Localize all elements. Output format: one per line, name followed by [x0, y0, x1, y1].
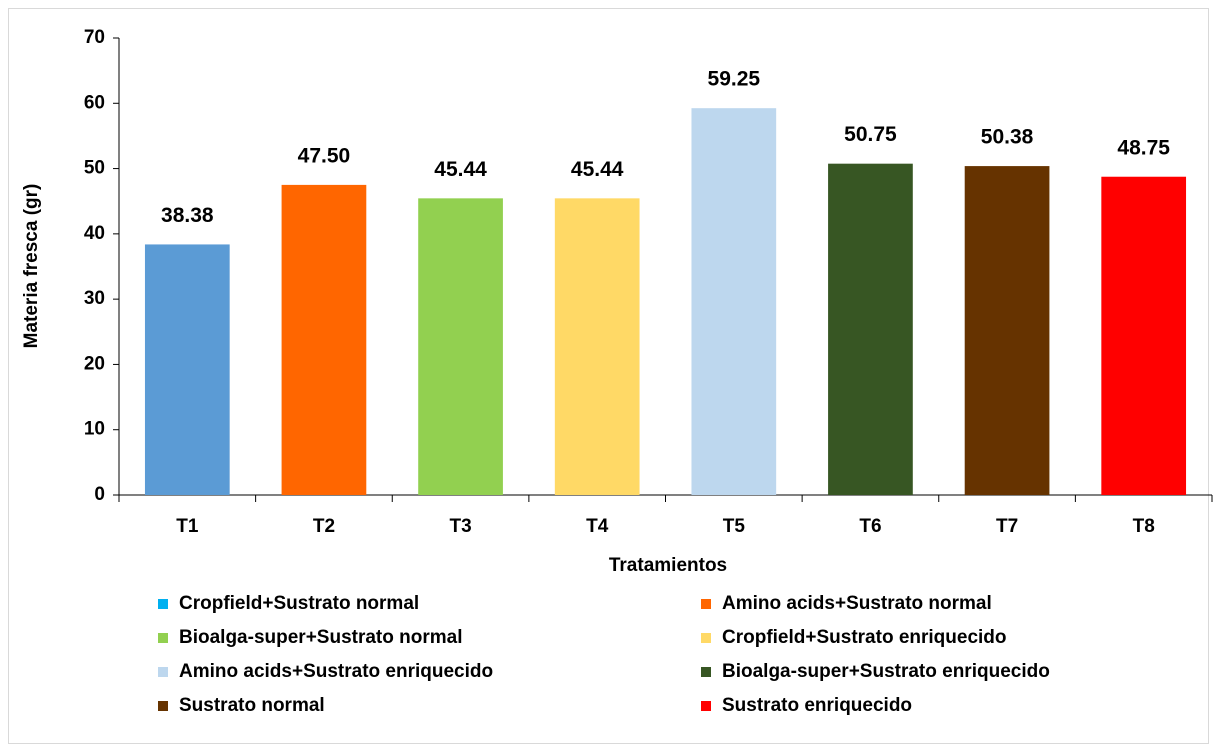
value-label: 45.44 [434, 158, 487, 181]
legend-swatch [701, 701, 711, 711]
value-label: 47.50 [298, 144, 351, 167]
legend-label: Amino acids+Sustrato enriquecido [179, 661, 493, 682]
bar [964, 166, 1050, 495]
bar [1101, 176, 1187, 495]
value-label: 45.44 [571, 158, 624, 181]
y-tick-label: 0 [94, 484, 105, 505]
y-axis-title: Materia fresca (gr) [21, 184, 42, 349]
legend-label: Cropfield+Sustrato normal [179, 593, 419, 614]
y-tick-label: 20 [84, 353, 105, 374]
bar [554, 198, 640, 495]
y-tick-label: 60 [84, 92, 105, 113]
x-tick-label: T8 [1133, 516, 1155, 537]
x-axis-title: Tratamientos [609, 555, 727, 576]
legend-label: Cropfield+Sustrato enriquecido [722, 627, 1007, 648]
bar [281, 184, 367, 495]
legend-swatch [158, 599, 168, 609]
x-tick-label: T1 [176, 516, 199, 537]
bar [418, 198, 503, 495]
bar [828, 163, 913, 496]
x-tick-label: T4 [586, 516, 609, 537]
chart-frame [8, 8, 1209, 744]
x-tick-label: T7 [996, 516, 1018, 537]
x-tick-label: T2 [313, 516, 335, 537]
legend-swatch [701, 633, 711, 643]
bar [691, 108, 777, 496]
legend-label: Bioalga-super+Sustrato enriquecido [722, 661, 1050, 682]
x-tick-label: T6 [859, 516, 881, 537]
value-label: 48.75 [1117, 136, 1170, 159]
legend-swatch [158, 701, 168, 711]
y-tick-label: 70 [84, 27, 105, 48]
legend-swatch [701, 667, 711, 677]
value-label: 50.38 [981, 126, 1034, 149]
y-tick-label: 40 [84, 223, 105, 244]
legend-label: Amino acids+Sustrato normal [722, 593, 992, 614]
value-label: 59.25 [708, 68, 761, 91]
legend-label: Sustrato enriquecido [722, 695, 912, 716]
legend-label: Bioalga-super+Sustrato normal [179, 627, 462, 648]
value-label: 38.38 [161, 204, 214, 227]
y-tick-label: 10 [84, 419, 105, 440]
x-tick-label: T3 [449, 516, 471, 537]
legend-swatch [158, 667, 168, 677]
value-label: 50.75 [844, 123, 897, 146]
y-tick-label: 50 [84, 158, 105, 179]
bar [144, 244, 230, 495]
legend-swatch [701, 599, 711, 609]
legend-swatch [158, 633, 168, 643]
x-tick-label: T5 [723, 516, 746, 537]
y-tick-label: 30 [84, 288, 105, 309]
legend-label: Sustrato normal [179, 695, 325, 716]
